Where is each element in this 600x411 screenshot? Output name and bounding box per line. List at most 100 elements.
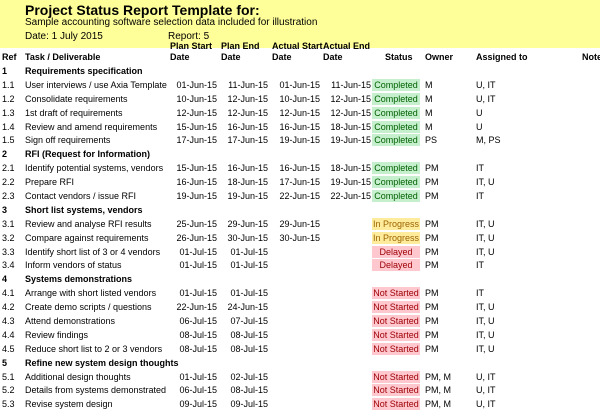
header-actual-start[interactable]: Actual Start Date bbox=[272, 41, 323, 63]
cell-plan-end[interactable]: 02-Jul-15 bbox=[230, 371, 268, 382]
cell-ref[interactable]: 1.4 bbox=[2, 121, 15, 132]
cell-assigned[interactable]: IT, U bbox=[476, 316, 495, 327]
cell-assigned[interactable]: IT, U bbox=[476, 218, 495, 229]
cell-section-title[interactable]: Short list systems, vendors bbox=[25, 204, 143, 215]
cell-actual-start[interactable]: 30-Jun-15 bbox=[279, 232, 320, 243]
cell-plan-start[interactable]: 08-Jul-15 bbox=[179, 343, 217, 354]
cell-status[interactable]: Not Started bbox=[372, 384, 420, 397]
cell-ref[interactable]: 1 bbox=[2, 66, 8, 76]
cell-status[interactable]: Delayed bbox=[372, 259, 420, 272]
cell-task[interactable]: 1st draft of requirements bbox=[25, 107, 123, 118]
cell-plan-start[interactable]: 19-Jun-15 bbox=[176, 191, 217, 202]
cell-ref[interactable]: 3.4 bbox=[2, 260, 15, 271]
cell-task[interactable]: Review findings bbox=[25, 329, 89, 340]
cell-owner[interactable]: PS bbox=[425, 135, 438, 146]
cell-plan-end[interactable]: 16-Jun-15 bbox=[227, 163, 268, 174]
cell-status[interactable]: Delayed bbox=[372, 245, 420, 258]
cell-owner[interactable]: PM bbox=[425, 316, 439, 327]
cell-task[interactable]: User interviews / use Axia Template bbox=[25, 79, 167, 90]
cell-status[interactable]: Completed bbox=[372, 106, 420, 119]
cell-actual-start[interactable]: 01-Jun-15 bbox=[279, 79, 320, 90]
cell-assigned[interactable]: IT, U bbox=[476, 232, 495, 243]
cell-assigned[interactable]: IT, U bbox=[476, 302, 495, 313]
cell-ref[interactable]: 3 bbox=[2, 204, 8, 215]
cell-ref[interactable]: 2 bbox=[2, 149, 8, 160]
cell-ref[interactable]: 3.1 bbox=[2, 218, 15, 229]
cell-plan-end[interactable]: 12-Jun-15 bbox=[227, 93, 268, 104]
cell-status[interactable]: In Progress bbox=[372, 231, 420, 244]
cell-owner[interactable]: PM, M bbox=[425, 399, 451, 410]
cell-status[interactable]: Completed bbox=[372, 78, 420, 91]
cell-plan-start[interactable]: 15-Jun-15 bbox=[176, 163, 217, 174]
cell-owner[interactable]: PM bbox=[425, 232, 439, 243]
cell-actual-start[interactable]: 16-Jun-15 bbox=[279, 163, 320, 174]
cell-plan-end[interactable]: 09-Jul-15 bbox=[230, 399, 268, 410]
header-plan-end[interactable]: Plan End Date bbox=[221, 41, 260, 63]
cell-ref[interactable]: 2.3 bbox=[2, 191, 15, 202]
cell-actual-start[interactable]: 10-Jun-15 bbox=[279, 93, 320, 104]
header-actual-end[interactable]: Actual End Date bbox=[323, 41, 370, 63]
cell-assigned[interactable]: IT, U bbox=[476, 177, 495, 188]
cell-plan-start[interactable]: 01-Jul-15 bbox=[179, 260, 217, 271]
cell-owner[interactable]: PM bbox=[425, 191, 439, 202]
cell-actual-end[interactable]: 19-Jun-15 bbox=[330, 177, 371, 188]
cell-status[interactable]: Not Started bbox=[372, 370, 420, 383]
cell-ref[interactable]: 2.2 bbox=[2, 177, 15, 188]
cell-task[interactable]: Compare against requirements bbox=[25, 232, 149, 243]
cell-actual-end[interactable]: 18-Jun-15 bbox=[330, 163, 371, 174]
cell-ref[interactable]: 1.5 bbox=[2, 135, 15, 146]
cell-assigned[interactable]: IT bbox=[476, 163, 484, 174]
cell-assigned[interactable]: U bbox=[476, 107, 483, 118]
cell-ref[interactable]: 4.2 bbox=[2, 302, 15, 313]
cell-assigned[interactable]: IT, U bbox=[476, 329, 495, 340]
cell-task[interactable]: Reduce short list to 2 or 3 vendors bbox=[25, 343, 163, 354]
report-date[interactable]: Date: 1 July 2015 bbox=[25, 31, 103, 42]
cell-ref[interactable]: 2.1 bbox=[2, 163, 15, 174]
cell-task[interactable]: Contact vendors / issue RFI bbox=[25, 191, 137, 202]
cell-ref[interactable]: 4.3 bbox=[2, 316, 15, 327]
cell-actual-start[interactable]: 12-Jun-15 bbox=[279, 107, 320, 118]
cell-owner[interactable]: PM, M bbox=[425, 385, 451, 396]
cell-ref[interactable]: 4.5 bbox=[2, 343, 15, 354]
header-owner[interactable]: Owner bbox=[425, 52, 454, 62]
cell-plan-start[interactable]: 25-Jun-15 bbox=[176, 218, 217, 229]
cell-plan-end[interactable]: 18-Jun-15 bbox=[227, 177, 268, 188]
report-number[interactable]: Report: 5 bbox=[168, 31, 210, 42]
cell-owner[interactable]: PM bbox=[425, 302, 439, 313]
cell-plan-start[interactable]: 16-Jun-15 bbox=[176, 177, 217, 188]
cell-plan-start[interactable]: 09-Jul-15 bbox=[179, 399, 217, 410]
cell-plan-start[interactable]: 01-Jul-15 bbox=[179, 246, 217, 257]
cell-status[interactable]: Completed bbox=[372, 92, 420, 105]
cell-task[interactable]: Review and analyse RFI results bbox=[25, 218, 152, 229]
cell-plan-end[interactable]: 08-Jul-15 bbox=[230, 343, 268, 354]
cell-task[interactable]: Sign off requirements bbox=[25, 135, 111, 146]
cell-status[interactable]: Completed bbox=[372, 120, 420, 133]
cell-ref[interactable]: 5.1 bbox=[2, 371, 15, 382]
cell-owner[interactable]: PM bbox=[425, 163, 439, 174]
cell-plan-end[interactable]: 16-Jun-15 bbox=[227, 121, 268, 132]
cell-status[interactable]: Not Started bbox=[372, 342, 420, 355]
cell-actual-start[interactable]: 17-Jun-15 bbox=[279, 177, 320, 188]
cell-owner[interactable]: PM bbox=[425, 260, 439, 271]
cell-assigned[interactable]: U, IT bbox=[476, 79, 496, 90]
cell-assigned[interactable]: IT bbox=[476, 288, 484, 299]
cell-assigned[interactable]: IT, U bbox=[476, 343, 495, 354]
cell-plan-start[interactable]: 26-Jun-15 bbox=[176, 232, 217, 243]
cell-plan-start[interactable]: 17-Jun-15 bbox=[176, 135, 217, 146]
cell-plan-end[interactable]: 01-Jul-15 bbox=[230, 288, 268, 299]
cell-status[interactable]: Completed bbox=[372, 134, 420, 147]
cell-task[interactable]: Arrange with short listed vendors bbox=[25, 288, 157, 299]
cell-ref[interactable]: 3.2 bbox=[2, 232, 15, 243]
cell-actual-end[interactable]: 11-Jun-15 bbox=[331, 79, 371, 90]
cell-status[interactable]: In Progress bbox=[372, 217, 420, 230]
cell-ref[interactable]: 4.1 bbox=[2, 288, 15, 299]
cell-ref[interactable]: 3.3 bbox=[2, 246, 15, 257]
cell-task[interactable]: Consolidate requirements bbox=[25, 93, 128, 104]
cell-status[interactable]: Completed bbox=[372, 176, 420, 189]
cell-plan-end[interactable]: 08-Jul-15 bbox=[230, 385, 268, 396]
cell-actual-end[interactable]: 19-Jun-15 bbox=[330, 135, 371, 146]
cell-ref[interactable]: 1.2 bbox=[2, 93, 15, 104]
cell-task[interactable]: Identify potential systems, vendors bbox=[25, 163, 164, 174]
cell-task[interactable]: Identify short list of 3 or 4 vendors bbox=[25, 246, 161, 257]
cell-actual-start[interactable]: 19-Jun-15 bbox=[279, 135, 320, 146]
